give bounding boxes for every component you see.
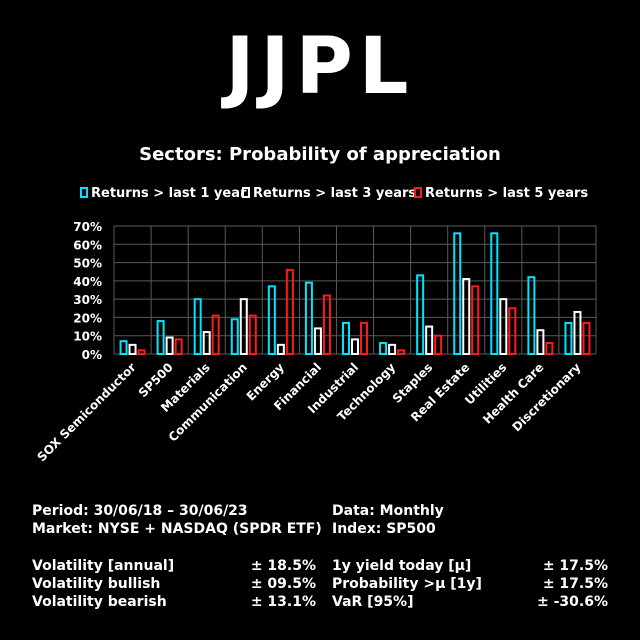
bar-5y xyxy=(582,321,591,355)
bar-5y xyxy=(248,314,257,355)
bar-1y xyxy=(230,318,239,355)
chart-legend: Returns > last 1 year Returns > last 3 y… xyxy=(0,186,640,204)
y-tick-label: 50% xyxy=(73,257,102,271)
legend-swatch-5y xyxy=(414,187,422,198)
stat-value: ± 17.5% xyxy=(542,576,608,592)
legend-item-3y: Returns > last 3 years xyxy=(242,186,416,201)
bar-3y xyxy=(313,327,322,356)
bar-5y xyxy=(545,342,554,355)
y-tick-label: 20% xyxy=(73,311,102,325)
bar-1y xyxy=(304,281,313,355)
x-tick-label: Discretionary xyxy=(509,360,583,434)
legend-swatch-3y xyxy=(242,187,250,198)
chart-title: Sectors: Probability of appreciation xyxy=(139,144,501,165)
brand-logo: JJPL xyxy=(225,22,415,112)
stat-1y-yield: 1y yield today [µ] ± 17.5% xyxy=(332,558,608,574)
bar-1y xyxy=(342,321,350,355)
info-data: Data: Monthly xyxy=(332,503,444,519)
bar-1y xyxy=(490,232,499,355)
info-market: Market: NYSE + NASDAQ (SPDR ETF) xyxy=(32,521,322,537)
stat-label: Volatility [annual] xyxy=(32,558,175,574)
stat-label: 1y yield today [µ] xyxy=(332,558,472,574)
bar-1y xyxy=(156,320,165,356)
bar-3y xyxy=(351,338,359,356)
legend-label-5y: Returns > last 5 years xyxy=(425,186,589,201)
bar-3y xyxy=(276,343,285,356)
bar-3y xyxy=(536,329,545,355)
stat-label: Volatility bullish xyxy=(32,576,161,592)
bar-3y xyxy=(239,298,248,356)
bar-1y xyxy=(119,340,128,355)
bar-chart: 0% 10% 20% 30% 40% 50% 60% 70% SOX Semiconductor… xyxy=(35,220,597,464)
y-tick-label: 30% xyxy=(73,293,102,307)
bar-1y xyxy=(527,276,536,355)
bar-1y xyxy=(416,274,425,355)
bar-1y xyxy=(267,285,276,355)
bar-5y xyxy=(397,349,406,355)
bar-5y xyxy=(211,314,220,355)
info-period: Period: 30/06/18 – 30/06/23 xyxy=(32,503,248,519)
stat-volatility-bearish: Volatility bearish ± 13.1% xyxy=(32,594,316,610)
bar-3y xyxy=(573,310,582,355)
legend-item-1y: Returns > last 1 year xyxy=(80,186,246,201)
bar-5y xyxy=(360,321,368,355)
bar-3y xyxy=(462,278,471,355)
bar-3y xyxy=(499,298,508,356)
stat-value: ± 13.1% xyxy=(250,594,316,610)
bar-3y xyxy=(128,343,137,356)
legend-item-5y: Returns > last 5 years xyxy=(414,186,588,201)
stat-volatility-annual: Volatility [annual] ± 18.5% xyxy=(32,558,316,574)
bar-3y xyxy=(202,331,211,356)
bar-3y xyxy=(388,343,397,356)
y-tick-label: 0% xyxy=(82,348,102,362)
stat-label: VaR [95%] xyxy=(332,594,414,610)
bar-1y xyxy=(453,232,462,355)
info-index: Index: SP500 xyxy=(332,521,436,537)
bar-1y xyxy=(193,298,202,356)
stat-value: ± 17.5% xyxy=(542,558,608,574)
stat-probability: Probability >µ [1y] ± 17.5% xyxy=(332,576,608,592)
bar-1y xyxy=(379,342,388,355)
stat-value: ± 09.5% xyxy=(250,576,316,592)
y-tick-label: 10% xyxy=(73,330,102,344)
legend-label-1y: Returns > last 1 year xyxy=(91,186,247,201)
legend-swatch-1y xyxy=(80,187,88,198)
x-tick-label: SOX Semiconductor xyxy=(35,360,139,464)
bar-3y xyxy=(165,336,174,355)
bar-5y xyxy=(508,307,517,355)
bar-5y xyxy=(137,349,146,355)
bar-5y xyxy=(322,294,331,356)
stat-volatility-bullish: Volatility bullish ± 09.5% xyxy=(32,576,316,592)
stat-var: VaR [95%] ± -30.6% xyxy=(332,594,608,610)
bar-3y xyxy=(425,325,434,355)
bar-1y xyxy=(564,321,573,355)
bar-5y xyxy=(285,268,294,356)
stat-value: ± 18.5% xyxy=(250,558,316,574)
y-tick-label: 70% xyxy=(73,220,102,234)
bar-5y xyxy=(174,338,183,356)
stat-value: ± -30.6% xyxy=(537,594,608,610)
y-tick-label: 40% xyxy=(73,275,102,289)
bar-5y xyxy=(471,285,480,355)
y-tick-label: 60% xyxy=(73,238,102,252)
legend-label-3y: Returns > last 3 years xyxy=(253,186,417,201)
stat-label: Volatility bearish xyxy=(32,594,167,610)
stat-label: Probability >µ [1y] xyxy=(332,576,482,592)
bar-5y xyxy=(434,334,443,356)
